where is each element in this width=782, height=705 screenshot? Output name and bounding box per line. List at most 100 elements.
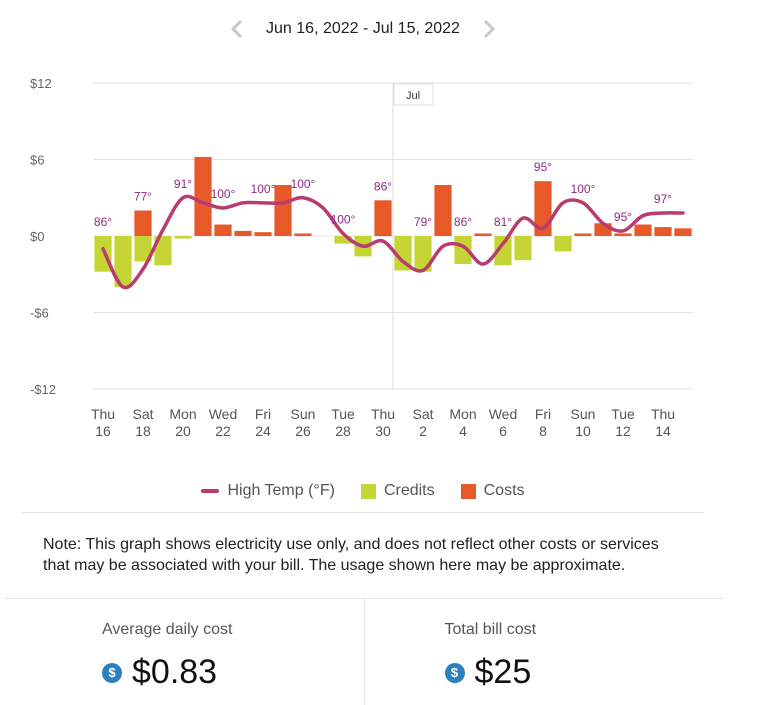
cost-bar <box>214 224 232 236</box>
credit-bar <box>174 236 192 239</box>
cost-bar <box>234 230 252 236</box>
legend-item-credits[interactable]: Credits <box>360 482 435 500</box>
x-tick-weekday: Thu <box>371 406 395 422</box>
cost-summary: Average daily cost $ $0.83 Total bill co… <box>5 598 723 705</box>
usage-chart: $12 $6 $0 -$6 -$12 Jul 86° 77° 91° 100° 100° 100° 10… <box>30 76 693 439</box>
x-tick-weekday: Wed <box>209 406 238 422</box>
credit-bar <box>414 236 432 272</box>
x-tick-day: 18 <box>135 423 151 439</box>
date-range-label: Jun 16, 2022 - Jul 15, 2022 <box>266 20 460 37</box>
cost-bar <box>194 156 212 236</box>
average-daily-cost-label: Average daily cost <box>102 621 233 638</box>
box-swatch-icon <box>460 483 476 499</box>
x-tick-day: 24 <box>255 423 271 439</box>
cost-bar <box>434 185 452 236</box>
x-tick-day: 28 <box>335 423 351 439</box>
cost-bar <box>674 228 692 236</box>
chevron-left-icon[interactable] <box>226 18 248 40</box>
x-tick-day: 14 <box>655 423 671 439</box>
temp-label: 86° <box>454 215 472 229</box>
cost-bar <box>474 233 492 236</box>
legend-label: Credits <box>383 482 435 499</box>
cost-bar <box>134 210 152 236</box>
temp-label: 97° <box>654 192 672 206</box>
total-bill-cost-value-row: $ $25 <box>444 653 532 692</box>
temp-label: 86° <box>374 179 392 193</box>
legend-label: Costs <box>483 482 525 499</box>
x-tick-weekday: Wed <box>489 406 518 422</box>
temp-label: 79° <box>414 215 432 229</box>
x-tick-weekday: Mon <box>449 406 476 422</box>
month-marker-label: Jul <box>406 90 420 102</box>
date-range-nav: Jun 16, 2022 - Jul 15, 2022 <box>0 14 726 44</box>
cost-bar <box>654 227 672 236</box>
y-tick-label: -$12 <box>30 382 56 397</box>
x-tick-day: 30 <box>375 423 391 439</box>
cost-bar <box>374 200 392 236</box>
x-tick-day: 10 <box>575 423 591 439</box>
x-tick-day: 4 <box>459 423 467 439</box>
temp-label: 100° <box>291 177 316 191</box>
x-tick-weekday: Tue <box>331 406 355 422</box>
x-tick-day: 26 <box>295 423 311 439</box>
cost-bar <box>274 185 292 236</box>
credit-bar <box>134 236 152 262</box>
line-swatch-icon <box>201 489 220 493</box>
x-tick-weekday: Sun <box>291 406 316 422</box>
chart-legend: High Temp (°F) Credits Costs <box>0 482 726 500</box>
credit-bar <box>394 236 412 271</box>
legend-item-costs[interactable]: Costs <box>460 482 525 500</box>
cost-bar <box>614 233 632 236</box>
dollar-icon: $ <box>102 662 122 683</box>
credit-bar <box>154 236 172 266</box>
y-tick-label: -$6 <box>30 306 49 321</box>
divider <box>22 512 704 513</box>
temp-label: 86° <box>94 215 112 229</box>
x-tick-weekday: Sun <box>571 406 596 422</box>
credit-bar <box>114 236 132 287</box>
temp-label: 95° <box>534 160 552 174</box>
total-bill-cost-value: $25 <box>474 653 532 691</box>
temp-label: 100° <box>251 182 276 196</box>
chevron-right-icon[interactable] <box>478 18 500 40</box>
temp-label: 95° <box>614 210 632 224</box>
x-tick-day: 16 <box>95 423 111 439</box>
temp-label: 91° <box>174 177 192 191</box>
x-tick-weekday: Fri <box>255 406 271 422</box>
cost-bar <box>254 232 272 236</box>
credit-bar <box>494 236 512 266</box>
x-tick-day: 6 <box>499 423 507 439</box>
month-marker-box <box>393 83 434 106</box>
x-tick-weekday: Thu <box>91 406 115 422</box>
temp-label: 100° <box>211 187 236 201</box>
x-tick-weekday: Tue <box>611 406 635 422</box>
legend-label: High Temp (°F) <box>227 482 335 499</box>
high-temp-line <box>101 194 685 290</box>
x-tick-weekday: Sat <box>132 406 153 422</box>
x-tick-weekday: Thu <box>651 406 675 422</box>
average-daily-cost-value-row: $ $0.83 <box>102 653 217 692</box>
x-tick-weekday: Mon <box>169 406 196 422</box>
cost-bar <box>634 224 652 236</box>
y-tick-label: $12 <box>30 76 52 91</box>
y-tick-label: $6 <box>30 153 44 168</box>
x-tick-day: 22 <box>215 423 231 439</box>
x-tick-day: 20 <box>175 423 191 439</box>
cost-bar <box>294 233 312 236</box>
x-tick-day: 8 <box>539 423 547 439</box>
total-bill-cost-panel: Total bill cost $ $25 <box>363 599 724 705</box>
credit-bar <box>334 236 352 244</box>
chart-note: Note: This graph shows electricity use o… <box>43 536 659 574</box>
dollar-icon: $ <box>444 662 465 683</box>
x-tick-weekday: Fri <box>535 406 551 422</box>
average-daily-cost-panel: Average daily cost $ $0.83 <box>5 599 364 705</box>
legend-item-high-temp[interactable]: High Temp (°F) <box>201 482 335 500</box>
x-tick-day: 12 <box>615 423 631 439</box>
total-bill-cost-label: Total bill cost <box>444 621 537 638</box>
average-daily-cost-value: $0.83 <box>132 653 218 691</box>
x-tick-day: 2 <box>419 423 427 439</box>
temp-label: 81° <box>494 215 512 229</box>
x-tick-weekday: Sat <box>412 406 433 422</box>
temp-label: 77° <box>134 190 152 204</box>
cost-bar <box>574 233 592 236</box>
